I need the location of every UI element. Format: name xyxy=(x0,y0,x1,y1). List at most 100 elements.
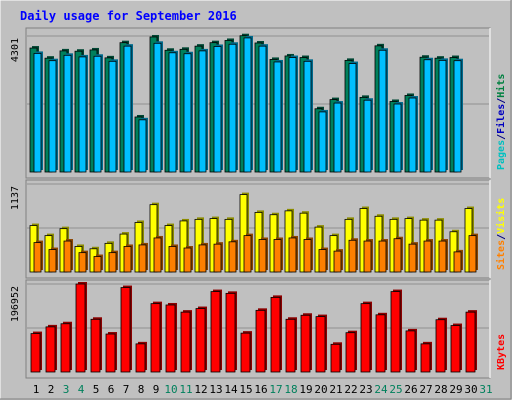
bar-files-day-13 xyxy=(213,44,223,173)
bar-sites-day-5 xyxy=(93,254,103,273)
bar-files-day-12-face xyxy=(198,50,207,173)
x-tick-label-day-24: 24 xyxy=(374,383,388,396)
bar-kbytes-day-22-face xyxy=(345,332,356,373)
bar-sites-day-18-face xyxy=(288,237,297,273)
bar-sites-day-11-face xyxy=(183,247,192,273)
bar-sites-day-23 xyxy=(363,239,373,273)
bar-files-day-4 xyxy=(78,54,88,173)
bar-kbytes-day-10 xyxy=(165,302,177,373)
bar-kbytes-day-2-face xyxy=(45,326,56,373)
bar-sites-day-25-face xyxy=(393,238,402,273)
x-tick-label-day-31: 31 xyxy=(479,383,492,396)
bar-sites-day-3-face xyxy=(63,240,72,273)
bar-kbytes-day-30-face xyxy=(465,311,476,373)
x-tick-label-day-28: 28 xyxy=(434,383,447,396)
bar-kbytes-day-30 xyxy=(465,310,477,373)
bar-sites-day-14-face xyxy=(228,241,237,273)
bar-kbytes-day-4 xyxy=(75,282,87,373)
x-tick-label-day-17: 17 xyxy=(269,383,282,396)
bar-files-day-14 xyxy=(228,42,238,173)
bar-kbytes-day-5-face xyxy=(90,318,101,373)
bar-kbytes-day-29 xyxy=(450,323,462,373)
bar-sites-day-22 xyxy=(348,238,358,273)
legend-item-3: / xyxy=(496,98,507,104)
bar-kbytes-day-23 xyxy=(360,301,372,373)
x-tick-label-day-8: 8 xyxy=(138,383,145,396)
bar-kbytes-day-16 xyxy=(255,308,267,373)
x-tick-label-day-27: 27 xyxy=(419,383,432,396)
bar-sites-day-26 xyxy=(408,242,418,273)
bar-sites-day-10-face xyxy=(168,246,177,273)
bar-sites-day-30-face xyxy=(468,235,477,273)
bar-kbytes-day-24 xyxy=(375,312,387,373)
bar-kbytes-day-12-face xyxy=(195,308,206,373)
bar-kbytes-day-26 xyxy=(405,328,417,373)
x-tick-label-day-16: 16 xyxy=(254,383,267,396)
bar-kbytes-day-27-face xyxy=(420,343,431,373)
bar-files-day-23-face xyxy=(363,99,372,173)
bar-sites-day-30 xyxy=(468,233,478,273)
bar-sites-day-28-face xyxy=(438,240,447,273)
bar-kbytes-day-23-face xyxy=(360,303,371,373)
bar-files-day-13-face xyxy=(213,46,222,173)
bar-files-day-28-face xyxy=(438,59,447,173)
bar-sites-day-12-face xyxy=(198,244,207,273)
bar-sites-day-13 xyxy=(213,242,223,273)
x-tick-label-day-18: 18 xyxy=(284,383,297,396)
bar-sites-day-27-face xyxy=(423,240,432,273)
bar-sites-day-2-face xyxy=(48,249,57,273)
bar-files-day-5 xyxy=(93,54,103,173)
legend-item-1: / xyxy=(496,234,507,240)
bar-sites-day-29-face xyxy=(453,251,462,273)
bar-sites-day-1 xyxy=(33,240,43,273)
bar-files-day-17-face xyxy=(273,61,282,173)
bar-sites-day-6-face xyxy=(108,252,117,273)
x-tick-label-day-6: 6 xyxy=(108,383,115,396)
legend-item-0: KBytes xyxy=(496,334,507,370)
bar-files-day-1-face xyxy=(33,53,42,173)
bar-kbytes-day-14-face xyxy=(225,292,236,373)
bar-files-day-21 xyxy=(333,101,343,173)
bar-files-day-6-face xyxy=(108,60,117,173)
bar-sites-day-25 xyxy=(393,236,403,273)
bar-kbytes-day-28-face xyxy=(435,319,446,373)
bar-files-day-11-face xyxy=(183,53,192,173)
bar-visits-day-15 xyxy=(239,192,249,273)
x-tick-label-day-9: 9 xyxy=(153,383,160,396)
bar-files-day-9 xyxy=(153,41,163,173)
legend-item-1: / xyxy=(496,134,507,140)
bar-kbytes-day-20 xyxy=(315,314,327,373)
chart-title: Daily usage for September 2016 xyxy=(20,9,237,23)
bar-kbytes-day-17-face xyxy=(270,296,281,373)
bar-kbytes-day-15 xyxy=(240,331,252,373)
x-tick-label-day-4: 4 xyxy=(78,383,85,396)
bar-files-day-8 xyxy=(138,117,148,173)
bar-files-day-24-face xyxy=(378,49,387,173)
bar-files-day-28 xyxy=(438,58,448,173)
bar-files-day-7 xyxy=(123,44,133,173)
panel-visits-legend: Sites/Visits xyxy=(495,198,507,270)
bar-kbytes-day-6-face xyxy=(105,333,116,373)
x-tick-label-day-10: 10 xyxy=(164,383,177,396)
bar-kbytes-day-9-face xyxy=(150,303,161,373)
bar-kbytes-day-20-face xyxy=(315,316,326,373)
bar-sites-day-18 xyxy=(288,235,298,273)
bar-files-day-22-face xyxy=(348,63,357,173)
bar-sites-day-4 xyxy=(78,250,88,273)
bar-files-day-10-face xyxy=(168,52,177,173)
bar-files-day-19-face xyxy=(303,60,312,173)
bar-sites-day-9 xyxy=(153,235,163,273)
bar-sites-day-20 xyxy=(318,247,328,273)
bar-sites-day-19-face xyxy=(303,239,312,273)
bar-sites-day-29 xyxy=(453,249,463,273)
bar-sites-day-15-face xyxy=(243,235,252,273)
panel-hits-max-label: 4301 xyxy=(10,38,21,62)
bar-files-day-1 xyxy=(33,51,43,173)
bar-kbytes-day-13-face xyxy=(210,291,221,373)
bar-kbytes-day-7-face xyxy=(120,287,131,373)
x-tick-label-day-23: 23 xyxy=(359,383,372,396)
bar-files-day-3-face xyxy=(63,54,72,173)
bar-sites-day-2 xyxy=(48,247,58,273)
